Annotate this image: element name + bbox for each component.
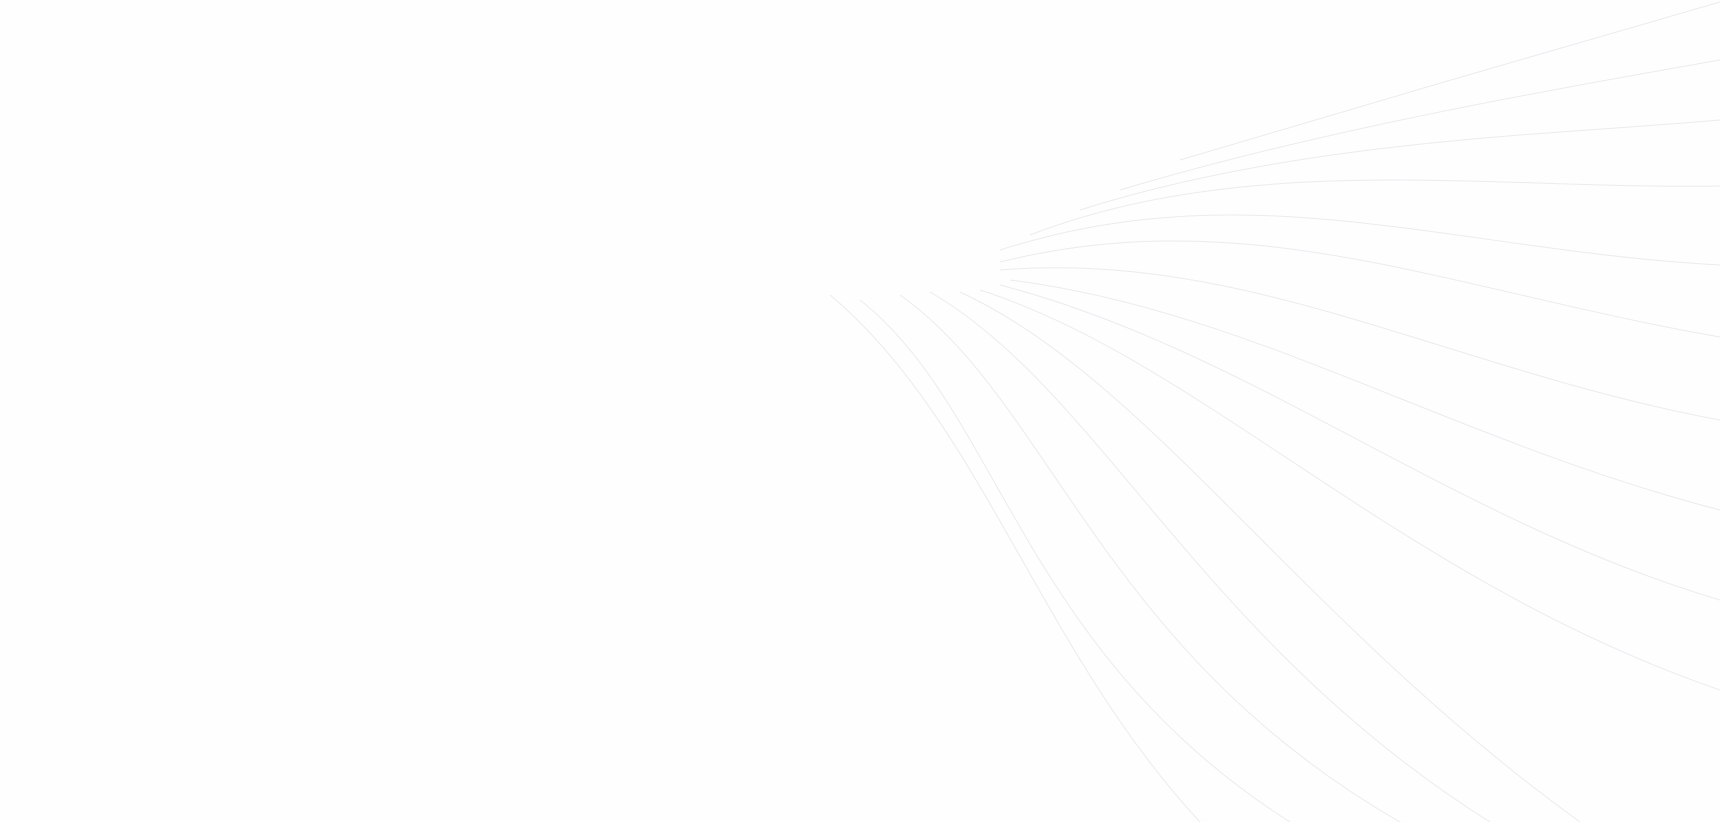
curve xyxy=(979,289,1720,691)
curve xyxy=(1079,119,1720,211)
curve xyxy=(999,240,1720,338)
curve xyxy=(859,299,1291,822)
curve xyxy=(899,294,1401,822)
curve xyxy=(929,291,1491,822)
curve xyxy=(829,294,1201,822)
curve xyxy=(999,214,1720,266)
curve xyxy=(959,291,1581,822)
curve xyxy=(1179,1,1720,161)
curve xyxy=(1009,279,1720,511)
curve xyxy=(1119,59,1720,191)
curve xyxy=(999,267,1720,421)
decorative-lines xyxy=(829,1,1720,822)
curve xyxy=(1029,179,1720,236)
curve xyxy=(999,284,1720,601)
